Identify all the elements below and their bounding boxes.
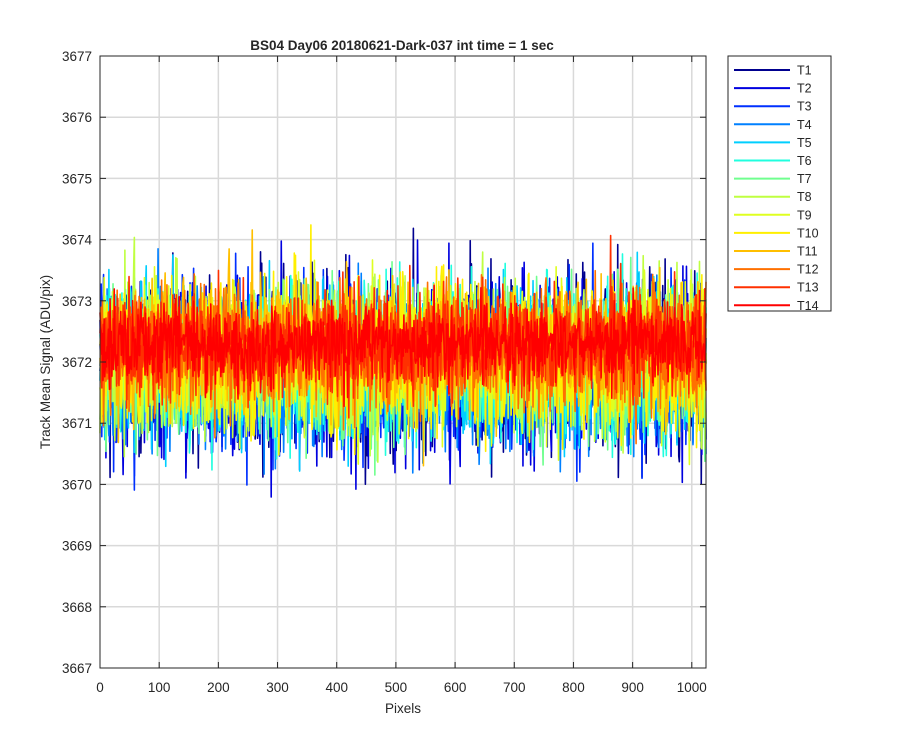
axis-ticks	[99, 55, 706, 669]
series-line-t13	[99, 234, 707, 419]
legend-label-t5: T5	[797, 136, 812, 150]
y-tick-label: 3669	[62, 539, 92, 554]
y-tick-labels: 3667 3668 3669 3670 3671 3672 3673 3674 3675 3676…	[62, 49, 93, 676]
legend-label-t6: T6	[797, 154, 812, 168]
plot-area	[99, 55, 707, 669]
x-tick-label: 300	[266, 680, 289, 695]
y-axis-label: Track Mean Signal (ADU/pix)	[38, 275, 53, 449]
legend-label-t4: T4	[797, 118, 812, 132]
x-tick-labels: 0 100 200 300 400 500 600 700 800 900 1000	[96, 680, 707, 695]
y-tick-label: 3676	[62, 110, 92, 125]
x-tick-label: 400	[325, 680, 348, 695]
legend-label-t2: T2	[797, 82, 812, 96]
y-tick-label: 3667	[62, 661, 92, 676]
x-tick-label: 200	[207, 680, 230, 695]
y-tick-label: 3677	[62, 49, 92, 64]
legend-label-t9: T9	[797, 208, 812, 222]
y-tick-label: 3674	[62, 233, 93, 248]
series-line-t14	[99, 284, 707, 408]
legend-label-t12: T12	[797, 263, 819, 277]
legend-label-t10: T10	[797, 226, 819, 240]
legend-label-t8: T8	[797, 190, 812, 204]
y-tick-label: 3672	[62, 355, 92, 370]
x-tick-label: 500	[385, 680, 408, 695]
legend: T1 T2 T3 T4 T5 T6 T7 T8 T9 T10 T11 T12 T13 T14	[727, 55, 832, 313]
y-tick-label: 3668	[62, 600, 92, 615]
chart-title: BS04 Day06 20180621-Dark-037 int time = …	[250, 38, 554, 53]
x-tick-label: 700	[503, 680, 526, 695]
legend-label-t13: T13	[797, 281, 819, 295]
x-tick-label: 0	[96, 680, 104, 695]
x-tick-label: 600	[444, 680, 467, 695]
x-tick-label: 1000	[677, 680, 707, 695]
legend-label-t11: T11	[797, 245, 818, 259]
x-tick-label: 900	[621, 680, 644, 695]
legend-label-t7: T7	[797, 172, 812, 186]
series-lines	[99, 224, 707, 498]
y-tick-label: 3675	[62, 171, 92, 186]
y-tick-label: 3670	[62, 477, 92, 492]
legend-label-t3: T3	[797, 100, 812, 114]
legend-items: T1 T2 T3 T4 T5 T6 T7 T8 T9 T10 T11 T12 T13 T14	[734, 64, 819, 313]
legend-label-t14: T14	[797, 299, 819, 313]
x-axis-label: Pixels	[385, 701, 421, 716]
x-tick-label: 800	[562, 680, 585, 695]
y-tick-label: 3673	[62, 294, 92, 309]
y-tick-label: 3671	[62, 416, 92, 431]
x-tick-label: 100	[148, 680, 171, 695]
legend-label-t1: T1	[797, 64, 812, 78]
